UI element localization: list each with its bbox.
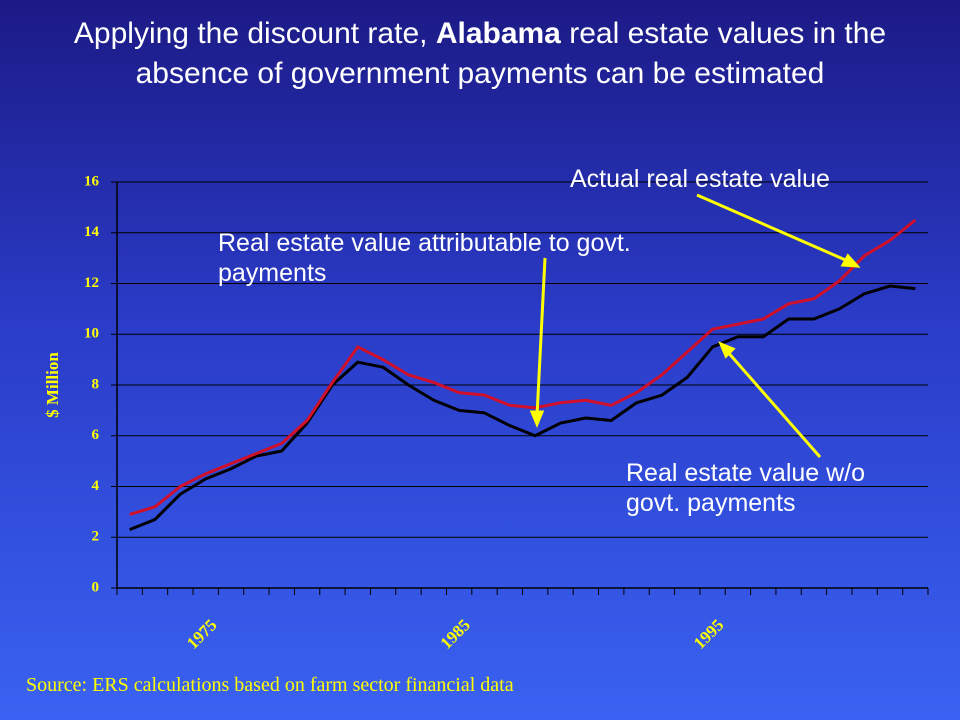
title: Applying the discount rate, Alabama real… — [30, 14, 930, 94]
title-part: Applying the discount rate, — [73, 17, 428, 50]
arrow — [724, 349, 822, 458]
series-label: Actual real estate value — [570, 165, 830, 193]
y-tick-label: 16 — [84, 173, 100, 189]
series-label: Real estate value w/o govt. payments — [626, 459, 866, 517]
y-tick-label: 10 — [84, 326, 99, 342]
source: Source: ERS calculations based on farm s… — [26, 674, 514, 696]
title-part: Alabama — [435, 17, 561, 50]
annotation: Real estate value attributable to govt. … — [218, 229, 631, 287]
arrow-head — [529, 410, 545, 428]
x-tick-label: 1985 — [437, 615, 474, 652]
title-part: real estate values in the absence of gov… — [135, 17, 887, 90]
arrow — [535, 257, 547, 417]
y-tick-label: 2 — [92, 529, 100, 545]
y-tick-label: 6 — [92, 427, 100, 443]
arrows — [529, 193, 861, 458]
arrow-head — [840, 253, 861, 268]
x-tick-label: 1995 — [690, 615, 727, 652]
arrow — [696, 193, 851, 264]
arrow-head — [718, 341, 736, 359]
y-tick-label: 14 — [84, 224, 100, 240]
series-line — [129, 284, 916, 532]
y-axis-label: $ Million — [43, 352, 62, 418]
y-tick-label: 4 — [92, 478, 100, 494]
x-tick-label: 1975 — [183, 615, 220, 652]
series-line — [129, 218, 917, 516]
y-tick-label: 12 — [84, 275, 99, 291]
y-tick-label: 8 — [92, 376, 100, 392]
y-tick-label: 0 — [92, 579, 100, 595]
